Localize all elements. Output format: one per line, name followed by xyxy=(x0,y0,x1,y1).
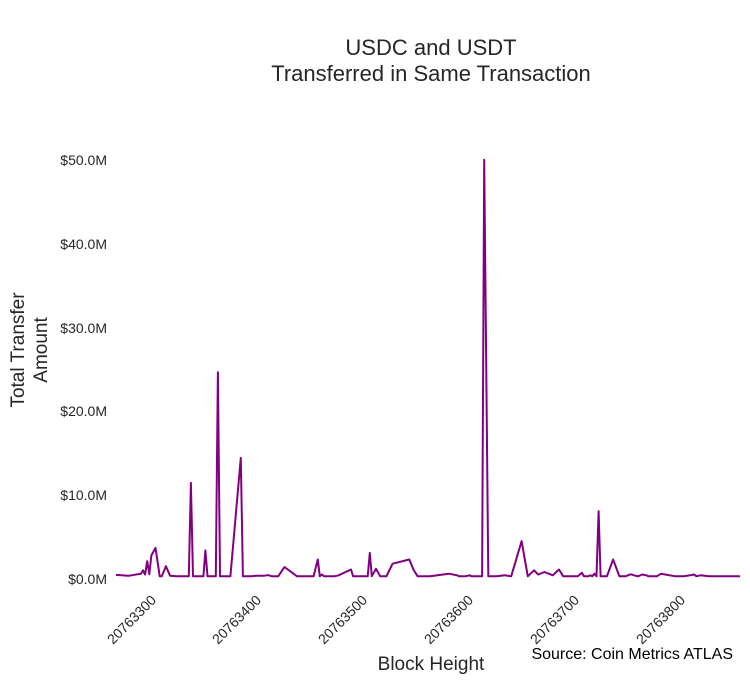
x-tick-label: 20763300 xyxy=(104,592,160,648)
plot-area xyxy=(115,158,740,578)
x-tick-label: 20763800 xyxy=(633,592,689,648)
x-tick-label: 20763600 xyxy=(421,592,477,648)
x-tick-label: 20763500 xyxy=(315,592,371,648)
y-tick-label: $10.0M xyxy=(60,487,107,503)
chart-title-line-2: Transferred in Same Transaction xyxy=(271,61,591,86)
chart-title-line-1: USDC and USDT xyxy=(345,35,516,60)
y-tick-label: $30.0M xyxy=(60,320,107,336)
x-tick-labels: 20763300 20763400 20763500 20763600 2076… xyxy=(104,592,689,648)
y-tick-label: $40.0M xyxy=(60,236,107,252)
source-note: Source: Coin Metrics ATLAS xyxy=(531,646,733,663)
y-tick-label: $20.0M xyxy=(60,403,107,419)
x-tick-label: 20763400 xyxy=(209,592,265,648)
x-axis-label: Block Height xyxy=(378,654,485,675)
x-tick-label: 20763700 xyxy=(527,592,583,648)
series-line xyxy=(115,158,740,578)
y-axis-label-line-1: Total Transfer xyxy=(8,292,29,408)
y-axis-label-line-2: Amount xyxy=(31,317,52,383)
y-tick-label: $50.0M xyxy=(60,152,107,168)
y-tick-label: $0.0M xyxy=(68,571,107,587)
y-tick-labels: $0.0M $10.0M $20.0M $30.0M $40.0M $50.0M xyxy=(60,152,107,587)
